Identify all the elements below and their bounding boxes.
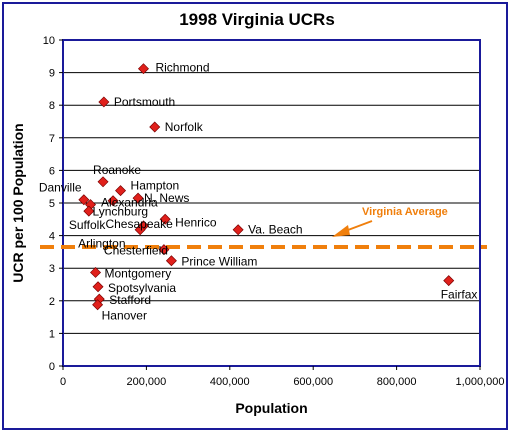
- data-point: [158, 244, 170, 256]
- x-axis-label: Population: [235, 400, 307, 416]
- x-tick-label: 600,000: [293, 376, 333, 388]
- data-point: [165, 255, 177, 267]
- y-tick-label: 9: [49, 68, 55, 80]
- y-tick-label: 3: [49, 263, 55, 275]
- data-point: [107, 195, 119, 207]
- y-tick-label: 0: [49, 361, 55, 373]
- x-tick-label: 800,000: [377, 376, 417, 388]
- point-label: N. News: [144, 191, 189, 205]
- y-axis-ticks: 0 1 2 3 4 5 6 7 8 9 10: [43, 35, 63, 373]
- data-point: [83, 205, 95, 217]
- data-point: [134, 224, 146, 236]
- y-tick-label: 5: [49, 198, 55, 210]
- point-label: Richmond: [155, 61, 209, 75]
- virginia-average-label: Virginia Average: [362, 206, 448, 218]
- y-tick-label: 4: [49, 231, 55, 243]
- y-tick-label: 7: [49, 133, 55, 145]
- point-label: Alexandria: [101, 196, 158, 210]
- point-label: Roanoke: [93, 163, 141, 177]
- point-label: Stafford: [109, 293, 151, 307]
- data-points: [78, 63, 455, 311]
- y-tick-label: 2: [49, 296, 55, 308]
- point-label: Va. Beach: [248, 223, 302, 237]
- x-tick-label: 0: [60, 376, 66, 388]
- point-label: Prince William: [181, 255, 257, 269]
- data-point: [115, 185, 127, 197]
- x-axis-ticks: 0 200,000 400,000 600,000 800,000 1,000,000: [60, 366, 505, 388]
- point-label: Montgomery: [105, 266, 172, 280]
- data-point: [132, 192, 144, 204]
- data-point: [98, 96, 110, 108]
- y-tick-label: 1: [49, 328, 55, 340]
- point-label: Chesapeake: [105, 217, 173, 231]
- point-label: Hanover: [102, 309, 147, 323]
- x-tick-label: 400,000: [210, 376, 250, 388]
- data-point: [92, 299, 104, 311]
- data-point: [92, 281, 104, 293]
- point-label: Suffolk: [69, 218, 106, 232]
- data-point: [149, 121, 161, 133]
- point-label: Fairfax: [441, 288, 478, 302]
- point-label: Lynchburg: [93, 205, 149, 219]
- x-tick-label: 1,000,000: [456, 376, 505, 388]
- point-label: Hampton: [131, 179, 180, 193]
- data-point: [90, 266, 102, 278]
- data-point: [232, 224, 244, 236]
- chart-title: 1998 Virginia UCRs: [179, 10, 335, 29]
- average-arrow-head: [332, 225, 350, 237]
- y-axis-label: UCR per 100 Population: [10, 123, 26, 282]
- x-tick-label: 200,000: [127, 376, 167, 388]
- point-label: Danville: [39, 181, 82, 195]
- point-label: Chesterfield: [104, 244, 168, 258]
- chart-frame: [2, 2, 508, 430]
- data-point: [97, 176, 109, 188]
- y-tick-label: 10: [43, 35, 55, 47]
- y-tick-label: 6: [49, 165, 55, 177]
- average-line-group: Virginia Average: [40, 206, 487, 250]
- y-tick-label: 8: [49, 100, 55, 112]
- point-label: Spotsylvania: [108, 281, 176, 295]
- data-point: [137, 63, 149, 75]
- point-labels: Richmond Portsmouth Norfolk Roanoke HamptonN…: [39, 61, 478, 323]
- data-point: [443, 275, 455, 287]
- point-label: Norfolk: [165, 120, 204, 134]
- data-point: [159, 213, 171, 225]
- gridlines: [63, 72, 480, 334]
- point-label: Portsmouth: [114, 95, 175, 109]
- data-point: [78, 194, 90, 206]
- point-label: Arlington: [78, 237, 125, 251]
- point-label: Henrico: [175, 215, 217, 229]
